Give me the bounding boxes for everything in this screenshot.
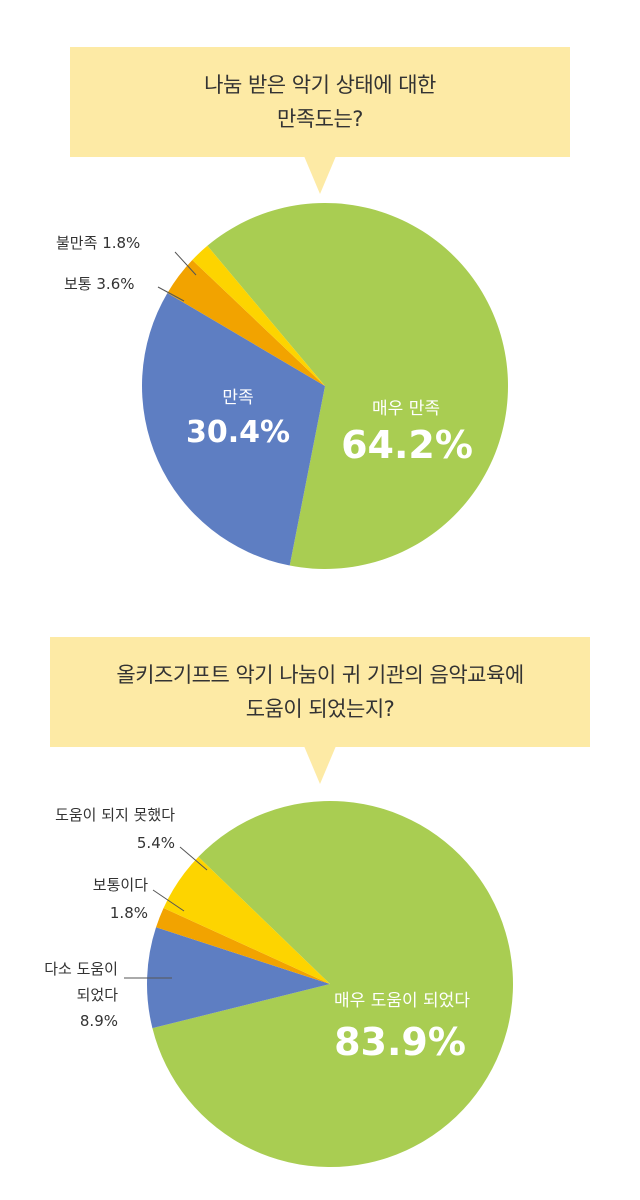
question-bubble-2: 올키즈기프트 악기 나눔이 귀 기관의 음악교육에 도움이 되었는지? xyxy=(50,637,590,747)
pie-slice-not-helpful xyxy=(163,856,330,984)
slice-value-normal-2: 1.8% xyxy=(110,904,148,922)
slice-label-dissatisfied: 불만족 1.8% xyxy=(56,234,140,252)
slice-value-somewhat-helpful: 8.9% xyxy=(80,1012,118,1030)
leader-line-dissatisfied xyxy=(174,251,197,276)
leader-line-normal-2 xyxy=(152,889,185,912)
question-2-line-2: 도움이 되었는지? xyxy=(245,697,395,721)
slice-value-very-satisfied: 64.2% xyxy=(341,423,473,467)
slice-label-somewhat-helpful-line-1: 다소 도움이 xyxy=(44,960,118,978)
leader-line-normal-1 xyxy=(157,286,185,302)
question-text-1: 나눔 받은 악기 상태에 대한 만족도는? xyxy=(204,68,436,136)
slice-label-not-helpful: 도움이 되지 못했다 xyxy=(55,806,175,824)
pie-slice-very-helpful xyxy=(152,800,514,1167)
slice-label-very-satisfied: 매우 만족 xyxy=(372,399,440,419)
pie-slice-satisfied xyxy=(142,292,325,566)
slice-value-satisfied: 30.4% xyxy=(186,415,290,450)
question-bubble-1-tail xyxy=(304,156,336,194)
pie-chart-2: 도움이 되지 못했다 5.4% 보통이다 1.8% 다소 도움이 되었다 8.9… xyxy=(44,800,514,1167)
slice-value-not-helpful: 5.4% xyxy=(137,834,175,852)
question-2-line-1: 올키즈기프트 악기 나눔이 귀 기관의 음악교육에 xyxy=(116,663,524,687)
pie-slice-very-satisfied xyxy=(207,202,509,569)
pie-1-slices xyxy=(142,202,509,569)
question-1-line-2: 만족도는? xyxy=(277,107,363,131)
slice-label-normal-1: 보통 3.6% xyxy=(64,275,135,293)
question-bubble-2-tail xyxy=(304,746,336,784)
pie-slice-somewhat-helpful xyxy=(147,927,330,1029)
pie-slice-dissatisfied xyxy=(192,245,325,386)
slice-label-very-helpful: 매우 도움이 되었다 xyxy=(334,991,470,1011)
slice-label-satisfied: 만족 xyxy=(222,388,253,408)
question-text-2: 올키즈기프트 악기 나눔이 귀 기관의 음악교육에 도움이 되었는지? xyxy=(116,658,524,726)
question-1-line-1: 나눔 받은 악기 상태에 대한 xyxy=(204,73,436,97)
pie-2-slices xyxy=(147,800,514,1167)
pie-chart-1: 불만족 1.8% 보통 3.6% 매우 만족 64.2% 만족 30.4% xyxy=(56,202,509,569)
slice-label-somewhat-helpful-line-2: 되었다 xyxy=(77,986,119,1004)
leader-line-not-helpful xyxy=(179,846,208,871)
question-bubble-1: 나눔 받은 악기 상태에 대한 만족도는? xyxy=(70,47,570,157)
pie-slice-normal xyxy=(156,907,330,984)
slice-value-very-helpful: 83.9% xyxy=(334,1020,466,1064)
pie-slice-normal xyxy=(167,259,325,386)
slice-label-normal-2: 보통이다 xyxy=(93,876,148,894)
